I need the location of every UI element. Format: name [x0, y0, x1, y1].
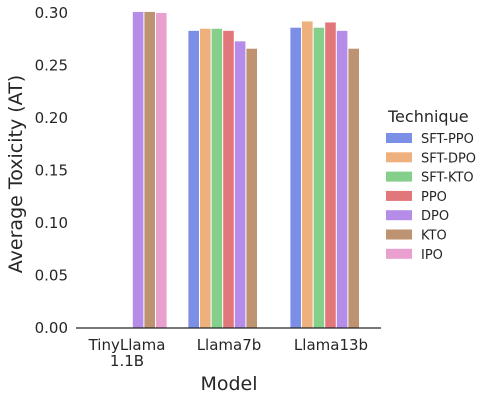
legend-label: SFT-KTO: [421, 171, 474, 186]
y-tick-label: 0.20: [35, 109, 68, 127]
legend-swatch-kto: [386, 229, 412, 240]
y-tick-label: 0.00: [35, 319, 68, 337]
x-axis-label: Model: [200, 373, 257, 395]
y-tick-labels: 0.00 0.05 0.10 0.15 0.20 0.25 0.30: [35, 4, 68, 337]
x-tick-label: TinyLlama 1.1B: [88, 336, 166, 370]
y-tick-label: 0.15: [35, 162, 68, 180]
legend-label: PPO: [421, 190, 447, 205]
bar-ppo-1: [223, 30, 234, 328]
legend-swatch-sft-ppo: [386, 133, 412, 143]
legend-swatch-ipo: [386, 248, 412, 259]
legend-title: Technique: [387, 107, 469, 126]
y-axis-label: Average Toxicity (AT): [5, 75, 27, 273]
y-tick-label: 0.05: [35, 267, 68, 285]
bar-sft-ppo-2: [290, 27, 301, 328]
legend-swatch-sft-dpo: [386, 152, 412, 163]
legend-label: IPO: [421, 248, 443, 263]
bar-ipo-0: [156, 13, 167, 328]
legend-swatch-ppo: [386, 190, 412, 201]
x-tick-labels: TinyLlama 1.1B Llama7b Llama13b: [88, 336, 368, 370]
legend-label: SFT-PPO: [421, 132, 474, 147]
legend-label: SFT-DPO: [421, 151, 476, 166]
bar-sft-dpo-2: [302, 21, 313, 329]
bar-dpo-2: [336, 30, 348, 328]
bar-sft-ppo-1: [188, 30, 199, 328]
bar-dpo-0: [132, 11, 144, 328]
y-tick-label: 0.25: [35, 57, 68, 75]
legend: Technique SFT-PPO SFT-DPO SFT-KTO PPO DPO KTO…: [386, 107, 476, 263]
legend-swatch-sft-kto: [386, 171, 412, 182]
bar-sft-kto-1: [211, 28, 223, 328]
bar-ppo-2: [325, 22, 336, 328]
y-tick-label: 0.10: [35, 214, 68, 232]
bar-dpo-1: [234, 41, 246, 328]
bars-layer: [132, 11, 359, 329]
bar-kto-1: [246, 48, 257, 328]
bar-sft-kto-2: [313, 27, 325, 328]
bar-kto-2: [348, 48, 359, 328]
bar-sft-dpo-1: [200, 28, 211, 328]
bar-kto-0: [144, 11, 155, 328]
legend-label: KTO: [421, 229, 447, 244]
x-tick-label: Llama7b: [197, 336, 262, 354]
x-tick-label: Llama13b: [294, 336, 368, 354]
y-tick-label: 0.30: [35, 4, 68, 22]
legend-swatch-dpo: [386, 210, 412, 221]
legend-label: DPO: [421, 209, 449, 224]
